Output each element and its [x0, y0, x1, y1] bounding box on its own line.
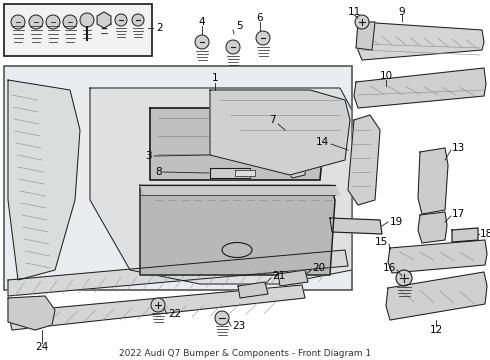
Text: 16: 16 — [383, 263, 396, 273]
Polygon shape — [238, 282, 268, 298]
Circle shape — [29, 15, 43, 29]
Text: 2: 2 — [156, 23, 163, 33]
Text: 8: 8 — [155, 167, 162, 177]
Text: 14: 14 — [316, 137, 329, 147]
Polygon shape — [8, 285, 305, 330]
Polygon shape — [330, 218, 382, 234]
Polygon shape — [8, 80, 80, 280]
Text: 4: 4 — [198, 17, 205, 27]
Text: 10: 10 — [379, 71, 392, 81]
Text: 24: 24 — [35, 342, 49, 352]
Polygon shape — [278, 270, 308, 286]
Polygon shape — [418, 148, 448, 214]
Circle shape — [355, 15, 369, 29]
Bar — [4, 66, 352, 290]
Text: 1: 1 — [212, 73, 219, 83]
Text: 6: 6 — [257, 13, 263, 23]
Text: 2022 Audi Q7 Bumper & Components - Front Diagram 1: 2022 Audi Q7 Bumper & Components - Front… — [119, 350, 371, 359]
Text: 23: 23 — [232, 321, 245, 331]
Polygon shape — [356, 22, 375, 50]
Polygon shape — [386, 272, 487, 320]
Text: 17: 17 — [452, 209, 465, 219]
Circle shape — [396, 270, 412, 286]
Polygon shape — [452, 228, 478, 242]
Polygon shape — [418, 212, 447, 243]
Polygon shape — [388, 240, 487, 273]
Polygon shape — [90, 88, 352, 284]
Circle shape — [151, 298, 165, 312]
Text: 15: 15 — [375, 237, 388, 247]
Polygon shape — [348, 115, 380, 205]
Circle shape — [46, 15, 60, 29]
Circle shape — [132, 14, 144, 26]
Text: 11: 11 — [347, 7, 361, 17]
Polygon shape — [235, 170, 255, 176]
Text: 21: 21 — [272, 271, 285, 281]
Text: 22: 22 — [168, 309, 181, 319]
Polygon shape — [8, 250, 348, 296]
Polygon shape — [140, 185, 335, 275]
Circle shape — [80, 13, 94, 27]
Polygon shape — [354, 68, 486, 108]
Text: 12: 12 — [429, 325, 442, 335]
Polygon shape — [8, 296, 55, 330]
Circle shape — [195, 35, 209, 49]
Circle shape — [11, 15, 25, 29]
Polygon shape — [358, 22, 484, 60]
Text: 20: 20 — [312, 263, 325, 273]
Polygon shape — [284, 128, 308, 178]
Polygon shape — [140, 185, 340, 195]
Circle shape — [215, 311, 229, 325]
Circle shape — [226, 40, 240, 54]
Text: 18: 18 — [480, 229, 490, 239]
Text: 13: 13 — [452, 143, 465, 153]
Text: 19: 19 — [390, 217, 403, 227]
Text: 3: 3 — [146, 151, 152, 161]
Circle shape — [115, 14, 127, 26]
Text: 9: 9 — [399, 7, 405, 17]
Text: 5: 5 — [236, 21, 243, 31]
Polygon shape — [97, 12, 111, 28]
Text: 7: 7 — [269, 115, 275, 125]
Bar — [4, 4, 152, 56]
Polygon shape — [210, 90, 350, 175]
Circle shape — [256, 31, 270, 45]
Ellipse shape — [222, 243, 252, 257]
Circle shape — [63, 15, 77, 29]
Polygon shape — [210, 168, 250, 178]
Polygon shape — [150, 108, 325, 180]
